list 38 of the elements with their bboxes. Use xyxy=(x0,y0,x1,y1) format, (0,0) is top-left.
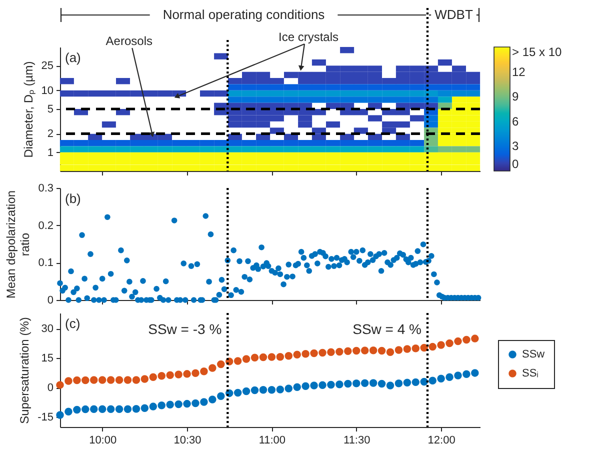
annotation: SSw = -3 % xyxy=(148,321,222,337)
color-bar-label: 6 xyxy=(512,114,519,128)
annotation: Aerosols xyxy=(106,34,152,48)
y-tick-label: 5 xyxy=(47,104,54,116)
y-axis-title: Diameter, Dₚ (µm) xyxy=(21,61,36,158)
y-tick-label: 10 xyxy=(41,84,54,97)
y-tick-label: 15 xyxy=(41,352,54,365)
x-tick-label: 10:30 xyxy=(174,434,202,446)
y-tick-label: 0 xyxy=(47,294,54,306)
x-tick-label: 10:00 xyxy=(89,434,117,446)
y-tick-label: 0.2 xyxy=(38,220,54,232)
color-bar-label: 9 xyxy=(512,90,519,104)
annotation: (b) xyxy=(65,191,81,206)
annotation: SSw = 4 % xyxy=(352,321,422,337)
y-tick-label: 1 xyxy=(47,146,54,159)
y-axis-title: Mean depolarization ratio xyxy=(4,190,32,299)
annotation: Ice crystals xyxy=(278,30,338,44)
annotation: (c) xyxy=(65,316,80,331)
color-bar-label: > 15 x 10 xyxy=(512,45,562,59)
y-tick-label: -15 xyxy=(38,412,54,424)
y-axis-title: Supersaturation (%) xyxy=(18,317,32,424)
x-tick-label: 11:00 xyxy=(258,434,286,446)
color-bar-label: 12 xyxy=(512,64,526,79)
y-tick-label: 0.3 xyxy=(38,182,54,194)
y-tick-label: 2 xyxy=(47,128,54,140)
x-tick-label: 12:00 xyxy=(428,434,456,446)
x-tick-label: 11:30 xyxy=(344,434,370,446)
legend-label: SSᵢ xyxy=(522,368,539,380)
text: WDBT xyxy=(434,7,473,22)
color-bar-label: 3 xyxy=(512,139,519,154)
y-tick-label: 0 xyxy=(47,382,54,394)
y-tick-label: 30 xyxy=(41,323,54,336)
text: Normal operating conditions xyxy=(162,7,326,22)
y-tick-label: 0.1 xyxy=(38,257,54,270)
y-tick-label: 25 xyxy=(41,60,54,72)
annotation: (a) xyxy=(65,50,81,65)
color-bar-label: 0 xyxy=(512,157,519,171)
legend-label: SSw xyxy=(522,348,545,360)
